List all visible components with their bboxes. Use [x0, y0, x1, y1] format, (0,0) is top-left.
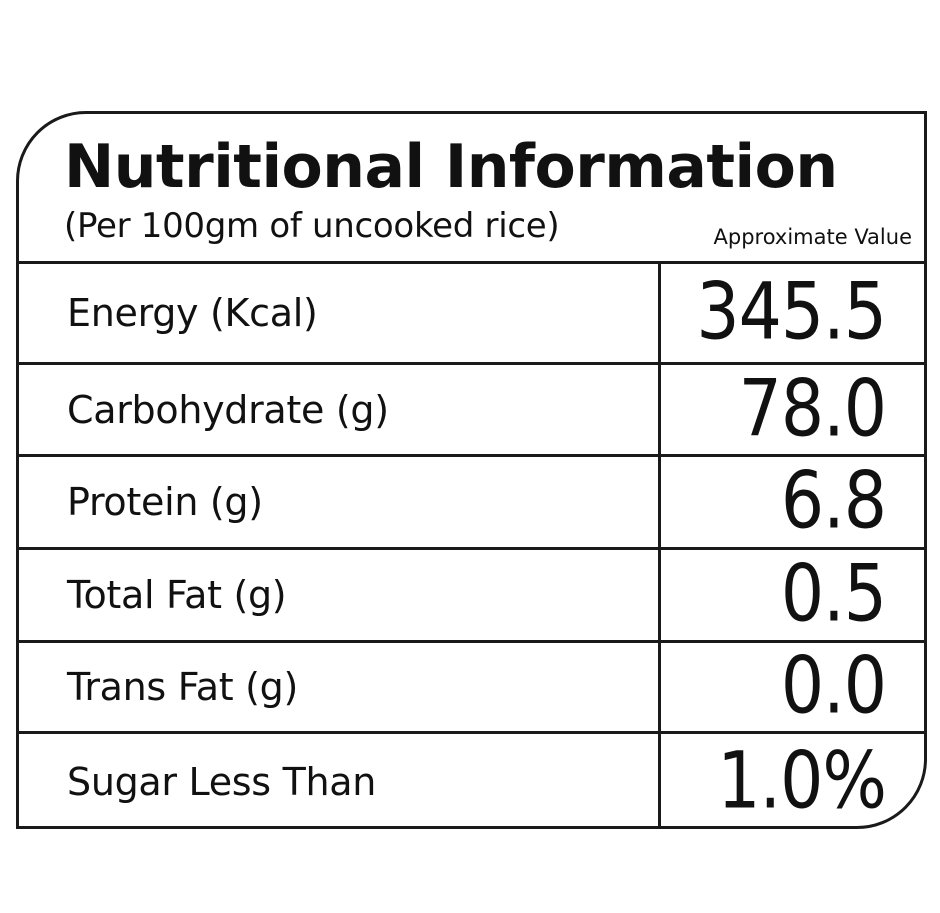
nutrient-row-carbohydrate: Carbohydrate (g) 78.0 — [19, 365, 924, 457]
nutrient-label: Sugar Less Than — [67, 759, 377, 804]
nutrient-label: Carbohydrate (g) — [67, 387, 389, 432]
nutrient-table: Energy (Kcal) 345.5 Carbohydrate (g) 78.… — [19, 264, 924, 826]
nutrient-value: 345.5 — [696, 267, 887, 358]
nutrient-row-total-fat: Total Fat (g) 0.5 — [19, 550, 924, 643]
nutrient-row-protein: Protein (g) 6.8 — [19, 457, 924, 550]
nutrient-value: 0.5 — [780, 549, 887, 640]
nutrient-row-trans-fat: Trans Fat (g) 0.0 — [19, 643, 924, 734]
nutrient-row-sugar: Sugar Less Than 1.0% — [19, 734, 924, 827]
nutrition-header: Nutritional Information (Per 100gm of un… — [19, 114, 924, 264]
nutrient-value: 6.8 — [780, 456, 887, 547]
nutrition-title: Nutritional Information — [64, 132, 838, 202]
nutrient-value: 0.0 — [780, 641, 887, 732]
nutrient-value: 78.0 — [738, 363, 887, 455]
column-divider — [658, 264, 661, 826]
nutrient-label: Energy (Kcal) — [67, 291, 318, 335]
serving-basis: (Per 100gm of uncooked rice) — [64, 206, 560, 246]
nutrition-panel: Nutritional Information (Per 100gm of un… — [16, 111, 927, 829]
nutrient-label: Protein (g) — [67, 480, 263, 524]
approximate-value-note: Approximate Value — [713, 225, 913, 249]
nutrient-value: 1.0% — [717, 735, 887, 827]
nutrient-label: Trans Fat (g) — [67, 665, 299, 709]
nutrient-row-energy: Energy (Kcal) 345.5 — [19, 264, 924, 365]
nutrient-label: Total Fat (g) — [67, 573, 287, 617]
